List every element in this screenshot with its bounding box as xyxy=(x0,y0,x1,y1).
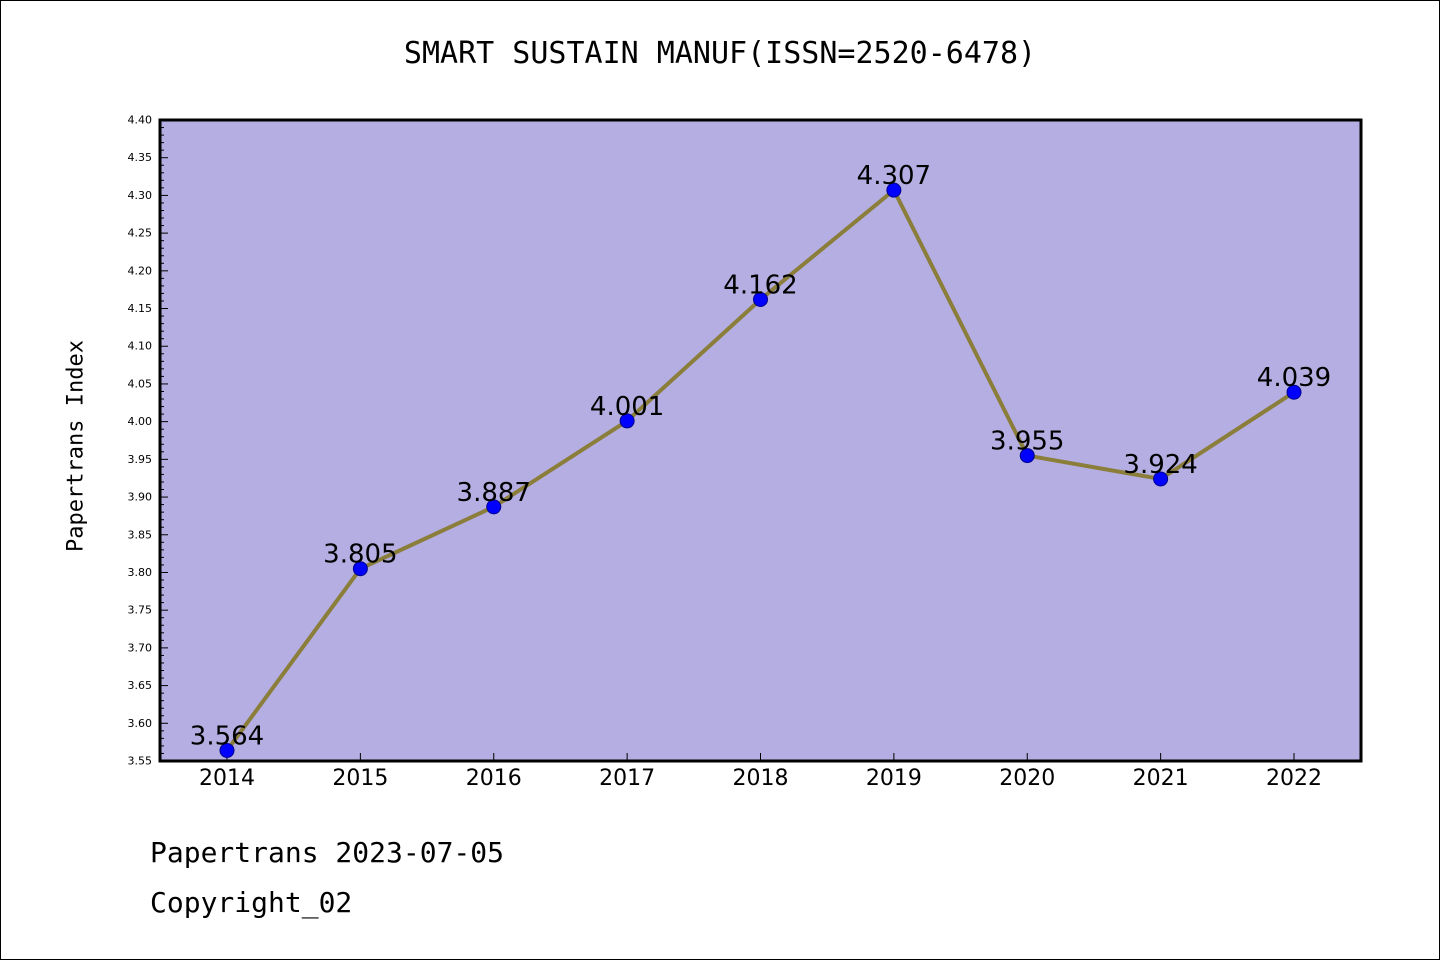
x-tick-label: 2019 xyxy=(866,766,922,791)
data-point-marker xyxy=(486,499,502,515)
x-tick-label: 2016 xyxy=(466,766,522,791)
data-point-marker xyxy=(352,561,368,577)
x-tick-label: 2017 xyxy=(599,766,655,791)
data-label: 3.924 xyxy=(1123,450,1197,480)
chart-title: SMART SUSTAIN MANUF(ISSN=2520-6478) xyxy=(403,36,1037,71)
y-tick-label: 3.70 xyxy=(128,641,153,654)
y-tick-label: 3.80 xyxy=(128,566,153,579)
data-label: 4.001 xyxy=(590,392,664,422)
y-tick-label: 4.00 xyxy=(128,415,153,428)
y-tick-label: 4.20 xyxy=(128,264,153,277)
plot-frame xyxy=(158,118,1363,763)
data-point-marker xyxy=(886,182,902,198)
data-label: 3.955 xyxy=(990,427,1064,457)
y-tick-label: 3.95 xyxy=(128,453,153,466)
x-tick-label: 2020 xyxy=(999,766,1055,791)
data-point-marker xyxy=(1153,471,1169,487)
y-tick-label: 3.60 xyxy=(128,717,153,730)
y-tick-label: 3.55 xyxy=(128,755,153,768)
y-tick-label: 4.40 xyxy=(128,114,153,127)
footer-copyright: Copyright_02 xyxy=(150,886,353,919)
y-tick-label: 3.85 xyxy=(128,528,153,541)
x-tick-label: 2014 xyxy=(199,766,255,791)
footer-date: Papertrans 2023-07-05 xyxy=(150,836,505,869)
data-point-marker xyxy=(1019,448,1035,464)
y-tick-label: 4.05 xyxy=(128,377,153,390)
plot-area xyxy=(160,120,1361,761)
y-tick-label: 4.15 xyxy=(128,302,153,315)
data-label: 3.887 xyxy=(457,478,531,508)
x-tick-label: 2018 xyxy=(733,766,789,791)
data-label: 4.162 xyxy=(723,270,797,300)
data-label: 3.805 xyxy=(323,540,397,570)
data-point-marker xyxy=(753,291,768,307)
data-point-marker xyxy=(219,742,235,758)
y-tick-label: 3.90 xyxy=(128,491,153,504)
data-label: 4.307 xyxy=(857,161,931,191)
y-tick-label: 3.75 xyxy=(128,604,153,617)
x-tick-label: 2022 xyxy=(1266,766,1322,791)
y-tick-label: 4.25 xyxy=(128,227,153,240)
y-tick-label: 4.30 xyxy=(128,189,153,202)
data-label: 4.039 xyxy=(1257,363,1331,393)
y-tick-label: 4.35 xyxy=(128,151,153,164)
y-tick-label: 4.10 xyxy=(128,340,153,353)
y-tick-label: 3.65 xyxy=(128,679,153,692)
data-label: 3.564 xyxy=(190,721,264,751)
data-point-marker xyxy=(619,413,635,429)
x-tick-label: 2021 xyxy=(1133,766,1189,791)
data-point-marker xyxy=(1286,384,1302,400)
x-tick-label: 2015 xyxy=(332,766,388,791)
